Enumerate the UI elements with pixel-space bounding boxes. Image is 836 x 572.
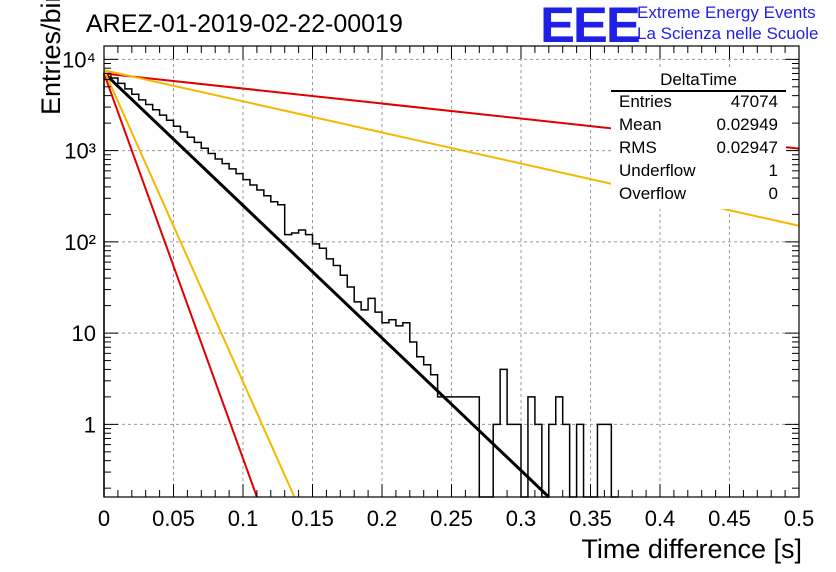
stats-label: RMS	[619, 138, 657, 157]
logo-subtitle-1: Extreme Energy Events	[637, 3, 816, 22]
x-tick-label: 0.25	[430, 506, 473, 531]
stats-label: Underflow	[619, 161, 696, 180]
stats-divider	[611, 90, 786, 92]
stats-label: Overflow	[619, 184, 687, 203]
stats-row-underflow: Underflow 1	[619, 161, 778, 183]
x-tick-label: 0.4	[645, 506, 676, 531]
x-tick-label: 0.2	[367, 506, 398, 531]
x-tick-label: 0.15	[291, 506, 334, 531]
stats-row-overflow: Overflow 0	[619, 184, 778, 206]
stats-label: Entries	[619, 92, 672, 111]
y-tick-label: 10⁴	[62, 47, 96, 72]
x-tick-label: 0.3	[506, 506, 537, 531]
stats-value: 1	[768, 161, 778, 180]
x-tick-label: 0.1	[228, 506, 259, 531]
x-tick-label: 0.05	[152, 506, 195, 531]
histogram-series	[103, 72, 619, 498]
eee-logo: EEE	[540, 0, 641, 53]
stats-box: DeltaTime Entries 47074 Mean 0.02949 RMS…	[611, 68, 786, 209]
stats-value: 47074	[730, 92, 778, 111]
stats-row-mean: Mean 0.02949	[619, 115, 778, 137]
stats-row-rms: RMS 0.02947	[619, 138, 778, 160]
stats-row-entries: Entries 47074	[619, 92, 778, 114]
y-tick-label: 10²	[64, 230, 96, 255]
y-axis-label: Entries/bin	[36, 0, 66, 115]
logo-subtitle-2: La Scienza nelle Scuole	[637, 24, 819, 43]
x-axis-label: Time difference [s]	[581, 534, 802, 564]
y-tick-label: 10³	[64, 139, 96, 164]
x-tick-label: 0	[98, 506, 110, 531]
stats-title: DeltaTime	[660, 70, 737, 89]
stats-label: Mean	[619, 115, 662, 134]
y-tick-label: 10	[72, 321, 96, 346]
x-tick-label: 0.5	[784, 506, 815, 531]
stats-value: 0.02949	[716, 115, 778, 134]
stats-value: 0	[768, 184, 778, 203]
x-tick-label: 0.45	[708, 506, 751, 531]
fit-line	[103, 69, 296, 498]
x-tick-label: 0.35	[569, 506, 612, 531]
stats-value: 0.02947	[716, 138, 778, 157]
fit-line	[103, 73, 258, 498]
y-tick-label: 1	[84, 412, 96, 437]
chart-title: AREZ-01-2019-02-22-00019	[86, 10, 403, 38]
fit-line	[102, 71, 550, 499]
